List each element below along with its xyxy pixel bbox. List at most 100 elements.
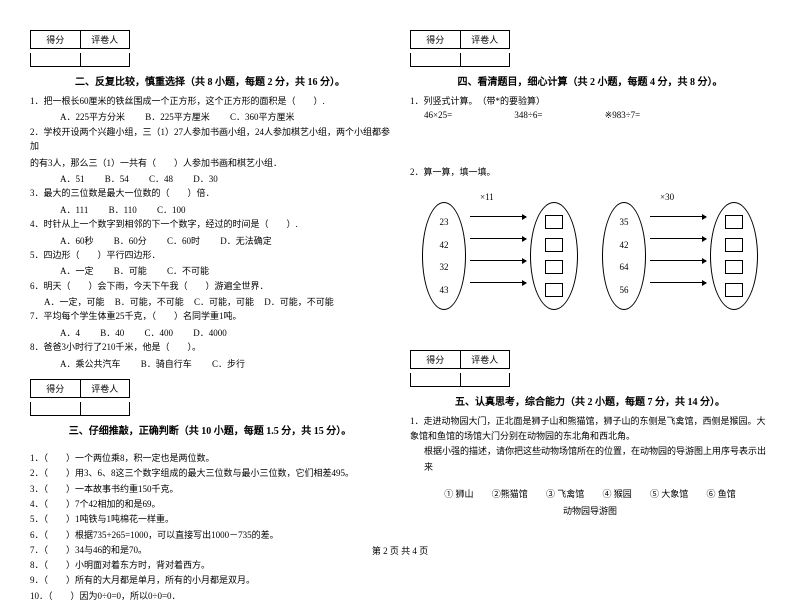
- score-label: 得分: [31, 31, 81, 48]
- opt: C．步行: [212, 359, 245, 369]
- answer-box: [725, 260, 743, 274]
- tf-item: 10．（ ）因为0÷0=0，所以0÷0=0．: [30, 589, 390, 604]
- score-block-s2: 得分 评卷人: [30, 30, 390, 67]
- s2-q1: 1．把一根长60厘米的铁丝围成一个正方形，这个正方形的面积是（ ）.: [30, 94, 390, 108]
- zoo-opt: ⑥ 鱼馆: [707, 489, 736, 499]
- opt: D．4000: [193, 328, 227, 338]
- marker-label: 评卷人: [81, 380, 130, 397]
- zoo-opt: ②熊猫馆: [492, 489, 528, 499]
- s5-opts: ① 狮山 ②熊猫馆 ③ 飞禽馆 ④ 猴园 ⑤ 大象馆 ⑥ 鱼馆: [410, 487, 770, 500]
- diagram-1: ×11 23 42 32 43: [420, 190, 580, 320]
- mult-label-1: ×11: [480, 192, 494, 202]
- s2-q2a: 2．学校开设两个兴趣小组，三（1）27人参加书画小组，24人参加棋艺小组，两个小…: [30, 125, 390, 154]
- opt: C．48: [149, 174, 173, 184]
- marker-label: 评卷人: [81, 31, 130, 48]
- opt: A．60秒: [60, 236, 94, 246]
- oval-right-2: [710, 202, 758, 310]
- tf-item: 8．（ ）小明面对着东方时，背对着西方。: [30, 558, 390, 573]
- opt: D．可能，不可能: [264, 297, 334, 307]
- opt: C．可能，可能: [194, 297, 254, 307]
- opt: C．100: [157, 205, 186, 215]
- mult-label-2: ×30: [660, 192, 674, 202]
- calc: ※983÷7=: [605, 110, 641, 120]
- tf-item: 2．（ ）用3、6、8这三个数字组成的最大三位数与最小三位数，它们相差495。: [30, 466, 390, 481]
- s2-q3-opts: A．111 B．110 C．100: [30, 203, 390, 217]
- oval-right-1: [530, 202, 578, 310]
- opt: B．骑自行车: [141, 359, 192, 369]
- s2-q4-opts: A．60秒 B．60分 C．60时 D．无法确定: [30, 234, 390, 248]
- s2-q6: 6．明天（ ）会下雨，今天下午我（ ）游遍全世界．: [30, 279, 390, 293]
- num: 42: [620, 240, 629, 250]
- s5-p1: 1．走进动物园大门，正北面是狮子山和熊猫馆，狮子山的东侧是飞禽馆，西侧是猴园。大…: [410, 414, 770, 445]
- s2-q3: 3．最大的三位数是最大一位数的（ ）倍．: [30, 186, 390, 200]
- score-label: 得分: [411, 351, 461, 368]
- s2-q4: 4．时针从上一个数字到相邻的下一个数字，经过的时间是（ ）.: [30, 217, 390, 231]
- tf-item: 6．（ ）根据735+265=1000，可以直接写出1000－735的差。: [30, 528, 390, 543]
- opt: C．400: [145, 328, 174, 338]
- opt: D．30: [193, 174, 218, 184]
- opt: B．40: [100, 328, 124, 338]
- oval-left-2: 35 42 64 56: [602, 202, 646, 310]
- s2-q8: 8．爸爸3小时行了210千米，他是（ ）。: [30, 340, 390, 354]
- s5-p2: 根据小强的描述，请你把这些动物场馆所在的位置，在动物园的导游图上用序号表示出来: [410, 444, 770, 475]
- s2-q5: 5．四边形（ ）平行四边形．: [30, 248, 390, 262]
- opt: D．无法确定: [220, 236, 272, 246]
- s3-list: 1．（ ）一个两位乘8，积一定也是两位数。 2．（ ）用3、6、8这三个数字组成…: [30, 451, 390, 604]
- answer-box: [545, 283, 563, 297]
- tf-item: 3．（ ）一本故事书约重150千克。: [30, 482, 390, 497]
- score-block-s4: 得分 评卷人: [410, 30, 770, 67]
- opt: A．4: [60, 328, 80, 338]
- answer-box: [545, 260, 563, 274]
- num: 42: [440, 240, 449, 250]
- answer-box: [545, 238, 563, 252]
- opt: A．一定: [60, 266, 94, 276]
- right-column: 得分 评卷人 四、看清题目，细心计算（共 2 小题，每题 4 分，共 8 分）。…: [410, 30, 770, 604]
- zoo-opt: ① 狮山: [444, 489, 473, 499]
- calc: 348÷6=: [514, 110, 542, 120]
- opt: A．51: [60, 174, 85, 184]
- num: 32: [440, 262, 449, 272]
- score-block-s3: 得分 评卷人: [30, 379, 390, 416]
- s2-q2b: 的有3人，那么三（1）一共有（ ）人参加书画和棋艺小组．: [30, 156, 390, 170]
- num: 35: [620, 217, 629, 227]
- num: 23: [440, 217, 449, 227]
- opt: B．54: [105, 174, 129, 184]
- answer-box: [725, 238, 743, 252]
- diagram-area: ×11 23 42 32 43 ×30: [410, 190, 770, 320]
- opt: B．可能: [114, 266, 147, 276]
- opt: C．360平方厘米: [230, 112, 295, 122]
- marker-label: 评卷人: [461, 351, 510, 368]
- tf-item: 9．（ ）所有的大月都是单月，所有的小月都是双月。: [30, 573, 390, 588]
- s4-calcs: 46×25= 348÷6= ※983÷7=: [410, 110, 770, 121]
- score-label: 得分: [411, 31, 461, 48]
- s4-q1: 1．列竖式计算。 （带*的要验算）: [410, 94, 770, 108]
- section3-title: 三、仔细推敲，正确判断（共 10 小题，每题 1.5 分，共 15 分）。: [30, 422, 390, 437]
- num: 64: [620, 262, 629, 272]
- s2-q2-opts: A．51 B．54 C．48 D．30: [30, 172, 390, 186]
- diagram-2: ×30 35 42 64 56: [600, 190, 760, 320]
- opt: B．225平方厘米: [145, 112, 210, 122]
- left-column: 得分 评卷人 二、反复比较，慎重选择（共 8 小题，每题 2 分，共 16 分）…: [30, 30, 390, 604]
- zoo-opt: ⑤ 大象馆: [650, 489, 688, 499]
- opt: B．60分: [114, 236, 147, 246]
- page-footer: 第 2 页 共 4 页: [0, 544, 800, 557]
- s2-q5-opts: A．一定 B．可能 C．不可能: [30, 264, 390, 278]
- opt: A．111: [60, 205, 88, 215]
- opt: C．不可能: [167, 266, 209, 276]
- section5-title: 五、认真思考，综合能力（共 2 小题，每题 7 分，共 14 分）。: [410, 393, 770, 408]
- oval-left-1: 23 42 32 43: [422, 202, 466, 310]
- s2-q7-opts: A．4 B．40 C．400 D．4000: [30, 326, 390, 340]
- tf-item: 4．（ ）7个42相加的和是69。: [30, 497, 390, 512]
- answer-box: [725, 215, 743, 229]
- opt: C．60时: [167, 236, 200, 246]
- answer-box: [545, 215, 563, 229]
- s2-q7: 7．平均每个学生体重25千克，（ ）名同学重1吨。: [30, 309, 390, 323]
- s2-q8-opts: A．乘公共汽车 B．骑自行车 C．步行: [30, 357, 390, 371]
- calc: 46×25=: [424, 110, 452, 120]
- zoo-opt: ④ 猴园: [603, 489, 632, 499]
- num: 43: [440, 285, 449, 295]
- section4-title: 四、看清题目，细心计算（共 2 小题，每题 4 分，共 8 分）。: [410, 73, 770, 88]
- opt: B．110: [109, 205, 137, 215]
- opt: A．一定，可能: [44, 297, 105, 307]
- section2-title: 二、反复比较，慎重选择（共 8 小题，每题 2 分，共 16 分）。: [30, 73, 390, 88]
